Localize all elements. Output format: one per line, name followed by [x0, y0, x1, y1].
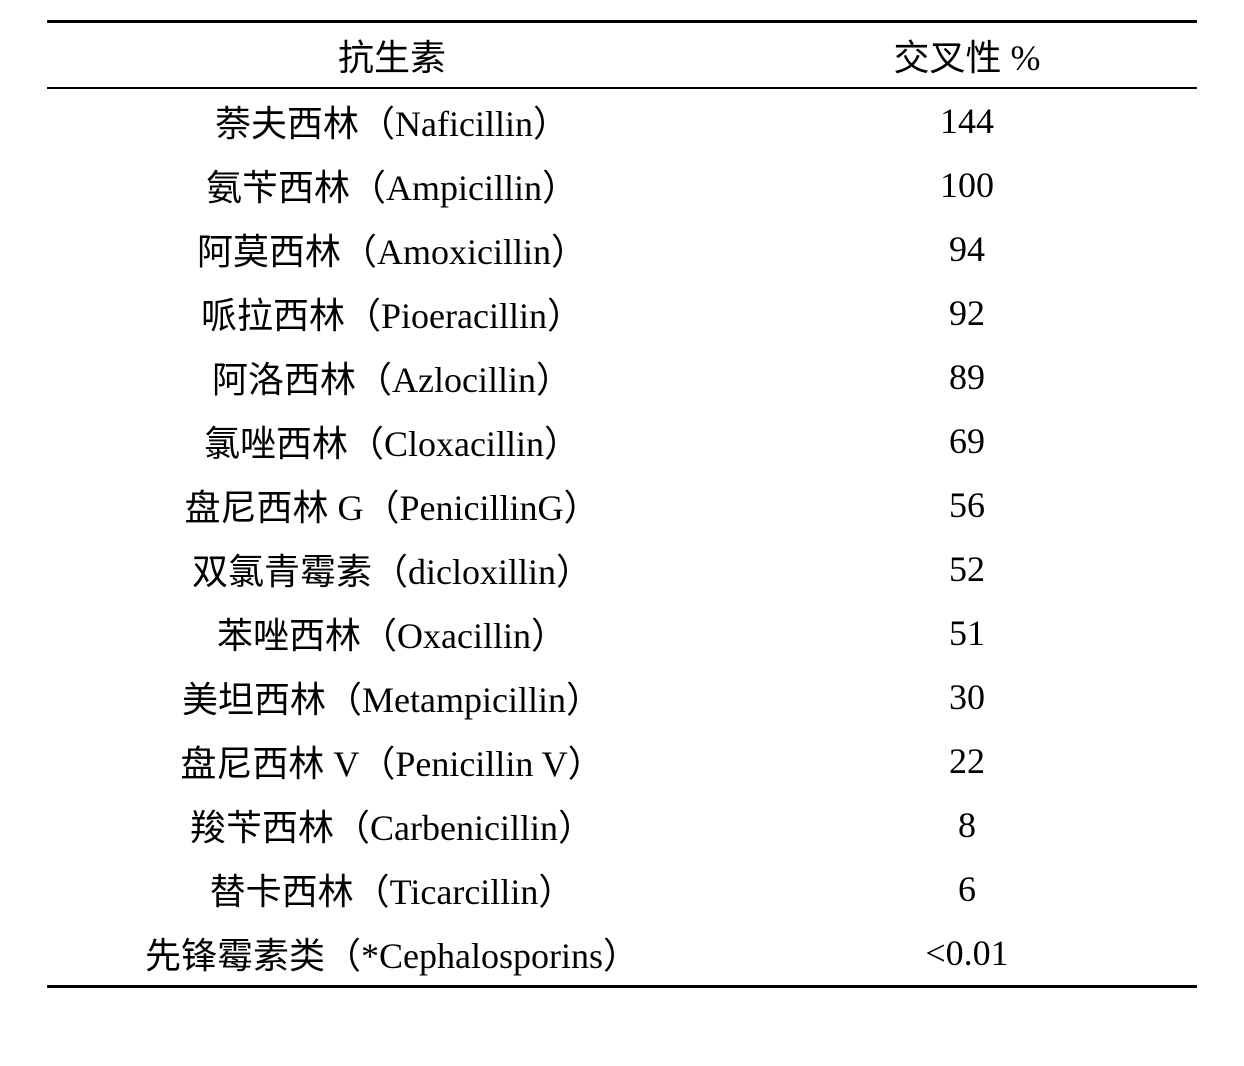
cross-value-cell: 100	[737, 153, 1197, 217]
antibiotic-cell: 盘尼西林 V（Penicillin V）	[47, 729, 737, 793]
table-row: 双氯青霉素（dicloxillin）52	[47, 537, 1197, 601]
antibiotic-cell: 美坦西林（Metampicillin）	[47, 665, 737, 729]
antibiotic-cell: 阿莫西林（Amoxicillin）	[47, 217, 737, 281]
cross-value-cell: 6	[737, 857, 1197, 921]
cross-value-cell: 89	[737, 345, 1197, 409]
antibiotic-cell: 哌拉西林（Pioeracillin）	[47, 281, 737, 345]
cross-value-cell: 69	[737, 409, 1197, 473]
table-row: 苯唑西林（Oxacillin）51	[47, 601, 1197, 665]
cross-value-cell: 52	[737, 537, 1197, 601]
antibiotic-cell: 氨苄西林（Ampicillin）	[47, 153, 737, 217]
cross-value-cell: 56	[737, 473, 1197, 537]
cross-value-cell: 144	[737, 88, 1197, 153]
column-header-antibiotic: 抗生素	[47, 22, 737, 89]
cross-value-cell: 51	[737, 601, 1197, 665]
table-row: 替卡西林（Ticarcillin）6	[47, 857, 1197, 921]
table-row: 萘夫西林（Naficillin）144	[47, 88, 1197, 153]
cross-reactivity-table-container: 抗生素 交叉性 % 萘夫西林（Naficillin）144氨苄西林（Ampici…	[47, 20, 1197, 988]
table-row: 盘尼西林 G（PenicillinG）56	[47, 473, 1197, 537]
cross-value-cell: 30	[737, 665, 1197, 729]
table-row: 氨苄西林（Ampicillin）100	[47, 153, 1197, 217]
cross-reactivity-table: 抗生素 交叉性 % 萘夫西林（Naficillin）144氨苄西林（Ampici…	[47, 20, 1197, 988]
cross-value-cell: 8	[737, 793, 1197, 857]
table-row: 氯唑西林（Cloxacillin）69	[47, 409, 1197, 473]
antibiotic-cell: 羧苄西林（Carbenicillin）	[47, 793, 737, 857]
table-row: 哌拉西林（Pioeracillin）92	[47, 281, 1197, 345]
antibiotic-cell: 盘尼西林 G（PenicillinG）	[47, 473, 737, 537]
table-row: 羧苄西林（Carbenicillin）8	[47, 793, 1197, 857]
table-row: 阿莫西林（Amoxicillin）94	[47, 217, 1197, 281]
antibiotic-cell: 先锋霉素类（*Cephalosporins）	[47, 921, 737, 987]
antibiotic-cell: 替卡西林（Ticarcillin）	[47, 857, 737, 921]
table-row: 阿洛西林（Azlocillin）89	[47, 345, 1197, 409]
antibiotic-cell: 氯唑西林（Cloxacillin）	[47, 409, 737, 473]
column-header-cross: 交叉性 %	[737, 22, 1197, 89]
table-row: 盘尼西林 V（Penicillin V）22	[47, 729, 1197, 793]
table-row: 美坦西林（Metampicillin）30	[47, 665, 1197, 729]
cross-value-cell: 22	[737, 729, 1197, 793]
cross-value-cell: 92	[737, 281, 1197, 345]
antibiotic-cell: 苯唑西林（Oxacillin）	[47, 601, 737, 665]
table-body: 萘夫西林（Naficillin）144氨苄西林（Ampicillin）100阿莫…	[47, 88, 1197, 987]
table-header-row: 抗生素 交叉性 %	[47, 22, 1197, 89]
antibiotic-cell: 萘夫西林（Naficillin）	[47, 88, 737, 153]
cross-value-cell: <0.01	[737, 921, 1197, 987]
table-row: 先锋霉素类（*Cephalosporins）<0.01	[47, 921, 1197, 987]
antibiotic-cell: 阿洛西林（Azlocillin）	[47, 345, 737, 409]
antibiotic-cell: 双氯青霉素（dicloxillin）	[47, 537, 737, 601]
cross-value-cell: 94	[737, 217, 1197, 281]
